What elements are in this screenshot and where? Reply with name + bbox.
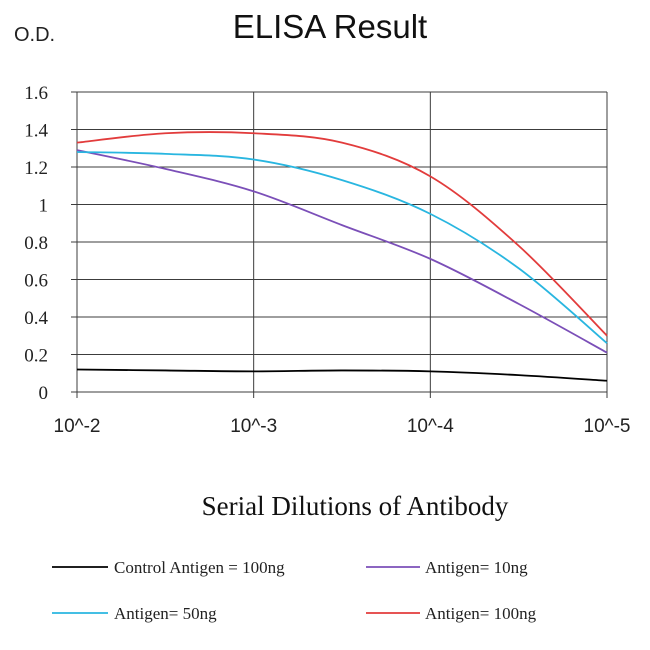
y-axis-label: O.D.: [14, 24, 55, 46]
chart-title: ELISA Result: [233, 8, 427, 45]
legend-label-3: Antigen= 100ng: [425, 604, 537, 623]
y-tick-label: 1: [39, 196, 49, 217]
x-tick-label: 10^-2: [54, 416, 101, 437]
x-axis-label: Serial Dilutions of Antibody: [202, 491, 509, 521]
series-line-2: [76, 151, 608, 344]
legend-label-1: Antigen= 10ng: [425, 558, 528, 577]
legend: Control Antigen = 100ng Antigen= 10ng Anti…: [52, 558, 537, 623]
x-tick-labels: 10^-2 10^-3 10^-4 10^-5: [54, 416, 631, 437]
legend-label-2: Antigen= 50ng: [114, 604, 217, 623]
x-tick-label: 10^-5: [584, 416, 631, 437]
series-line-3: [76, 131, 608, 337]
series-line-0: [76, 368, 608, 382]
x-tick-label: 10^-3: [230, 416, 277, 437]
legend-label-0: Control Antigen = 100ng: [114, 558, 285, 577]
y-tick-label: 0.2: [24, 346, 48, 367]
series-lines: [76, 131, 608, 382]
y-tick-label: 0: [39, 383, 49, 404]
y-tick-label: 0.6: [24, 271, 48, 292]
y-tick-label: 1.2: [24, 158, 48, 179]
y-tick-labels: 0 0.2 0.4 0.6 0.8 1 1.2 1.4 1.6: [24, 83, 48, 404]
series-line-1: [76, 149, 608, 354]
x-tick-label: 10^-4: [407, 416, 454, 437]
grid: [71, 91, 608, 398]
y-tick-label: 1.4: [24, 121, 48, 142]
y-tick-label: 1.6: [24, 83, 48, 104]
y-tick-label: 0.8: [24, 233, 48, 254]
y-tick-label: 0.4: [24, 308, 48, 329]
